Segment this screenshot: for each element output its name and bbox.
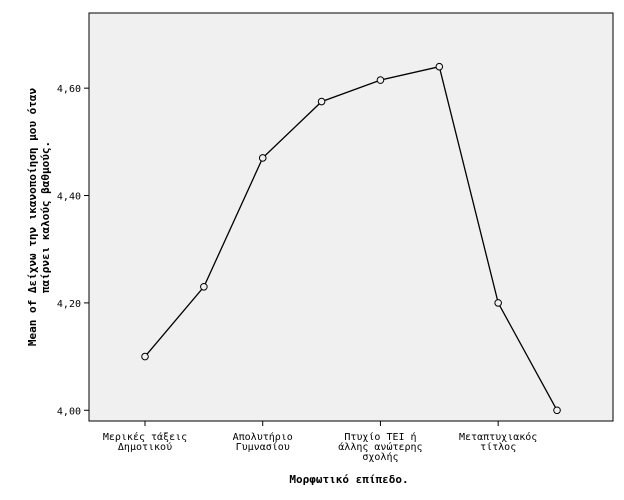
x-axis-title: Μορφωτικό επίπεδο. [289, 473, 408, 486]
series-line [141, 62, 561, 415]
data-point [141, 352, 149, 361]
data-point [317, 97, 326, 106]
x-tick-label: σχολής [362, 451, 398, 463]
x-tick-label: τίτλος [480, 441, 516, 453]
data-point [435, 62, 444, 71]
x-tick-label: Γυμνασίου [236, 441, 290, 453]
y-tick-label: 4,00 [57, 406, 81, 417]
x-tick-label: Πτυχίο ΤΕΙ ή [344, 431, 416, 443]
plot-area [88, 12, 614, 422]
y-axis-title-line-1: Mean of Δείχνω την ικανοποίηση μου όταν [26, 87, 39, 346]
data-point [494, 299, 502, 307]
data-point [258, 154, 267, 162]
y-tick-label: 4,60 [57, 84, 81, 95]
y-axis-title-line-2: παίρνει καλούς βαθμούς. [39, 141, 52, 293]
x-tick-label: άλλης ανώτερης [338, 441, 422, 453]
y-axis-title: Mean of Δείχνω την ικανοποίηση μου όταν … [26, 87, 52, 346]
x-tick-label: Μερικές τάξεις [103, 431, 187, 443]
y-tick-label: 4,20 [57, 299, 81, 310]
data-point [376, 76, 385, 84]
x-tick-label: Δημοτικού [118, 441, 172, 453]
series-line-path [144, 65, 558, 411]
data-point [200, 282, 208, 291]
x-tick-label: Μεταπτυχιακός [459, 431, 537, 443]
y-tick-label: 4,40 [57, 192, 81, 203]
data-point [553, 406, 561, 415]
y-axis: 4,00 4,20 4,40 4,60 [57, 84, 89, 417]
x-tick-label: Απολυτήριο [233, 431, 293, 443]
